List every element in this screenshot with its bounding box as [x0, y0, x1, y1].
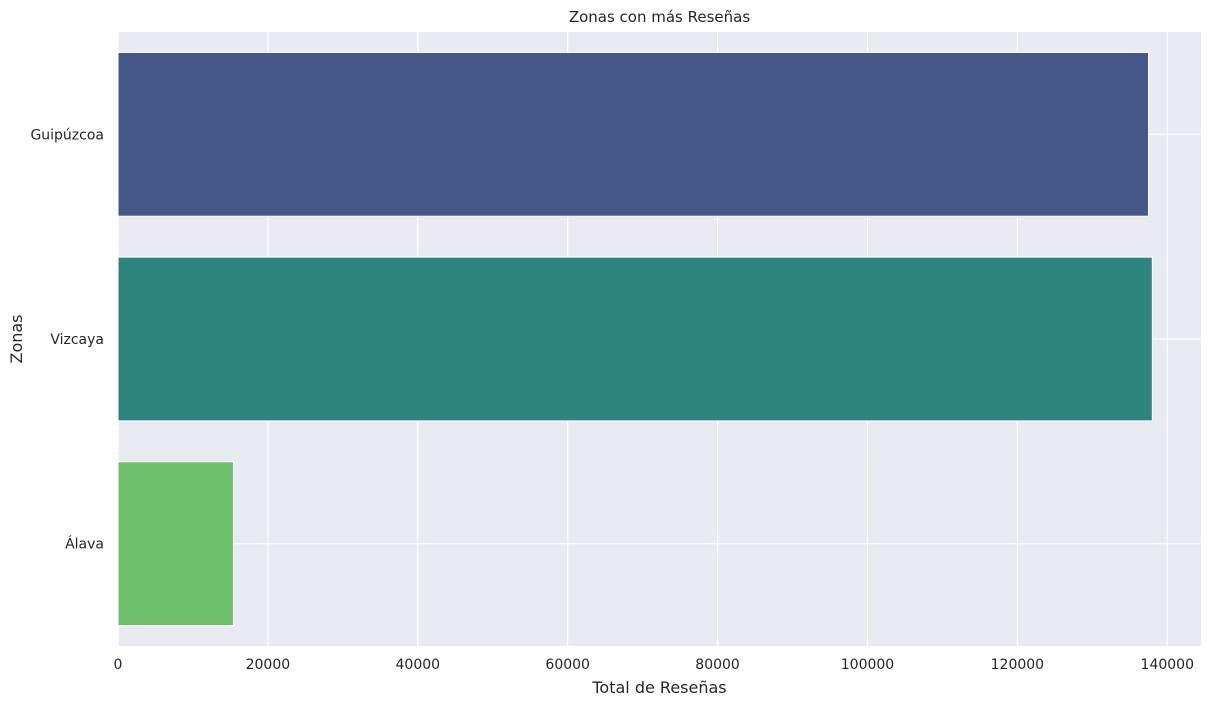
x-tick-label: 100000: [841, 657, 894, 673]
x-axis-label: Total de Reseñas: [591, 678, 726, 697]
chart-title: Zonas con más Reseñas: [569, 8, 751, 26]
bar: [118, 52, 1149, 216]
y-tick-label: Vizcaya: [50, 332, 104, 348]
y-axis-label: Zonas: [7, 314, 26, 363]
bar: [118, 257, 1152, 421]
x-tick-label: 40000: [396, 657, 441, 673]
x-tick-label: 60000: [545, 657, 590, 673]
y-tick-label: Guipúzcoa: [30, 127, 104, 143]
x-tick-label: 20000: [246, 657, 291, 673]
y-tick-label: Álava: [65, 536, 104, 553]
x-tick-label: 80000: [695, 657, 740, 673]
y-axis-ticks: Guipúzcoa Vizcaya Álava: [30, 127, 104, 552]
x-tick-label: 0: [114, 657, 123, 673]
x-axis-ticks: 0 20000 40000 60000 80000 100000 120000 140000: [114, 657, 1194, 673]
x-tick-label: 140000: [1141, 657, 1194, 673]
x-tick-label: 120000: [991, 657, 1044, 673]
bar: [118, 462, 233, 626]
